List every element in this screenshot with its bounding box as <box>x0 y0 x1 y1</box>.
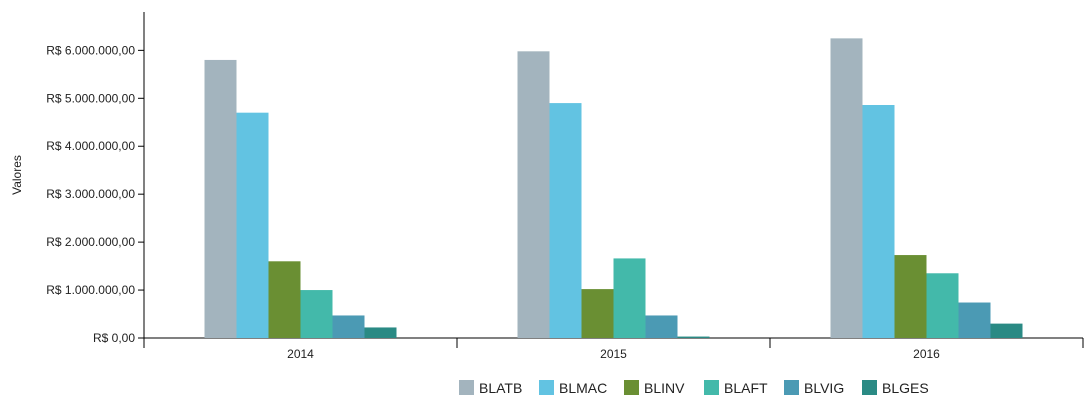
y-tick-label: R$ 1.000.000,00 <box>46 283 135 297</box>
bar-blvig-2015[interactable] <box>645 315 678 338</box>
x-tick-label: 2016 <box>913 347 940 361</box>
legend-item-blaft[interactable]: BLAFT <box>704 380 768 396</box>
y-tick-label: R$ 6.000.000,00 <box>46 43 135 57</box>
legend-label: BLINV <box>644 380 685 396</box>
legend-swatch <box>459 380 474 395</box>
y-tick-label: R$ 5.000.000,00 <box>46 91 135 105</box>
x-axis: 2014 2015 2016 <box>143 337 1084 361</box>
y-tick-label: R$ 0,00 <box>93 331 135 345</box>
bar-blinv-2014[interactable] <box>268 261 301 338</box>
legend-swatch <box>704 380 719 395</box>
bar-blmac-2014[interactable] <box>236 112 269 338</box>
legend-swatch <box>624 380 639 395</box>
legend-label: BLVIG <box>804 380 844 396</box>
legend-label: BLATB <box>479 380 522 396</box>
bars-group <box>204 38 1023 339</box>
bar-blaft-2015[interactable] <box>613 258 646 338</box>
bar-blges-2014[interactable] <box>364 327 397 338</box>
legend-label: BLGES <box>882 380 929 396</box>
legend-label: BLAFT <box>724 380 768 396</box>
legend-item-blatb[interactable]: BLATB <box>459 380 522 396</box>
x-tick-label: 2015 <box>600 347 627 361</box>
y-axis: R$ 0,00 R$ 1.000.000,00 R$ 2.000.000,00 R$ … <box>10 12 145 345</box>
bar-blatb-2015[interactable] <box>517 51 550 338</box>
x-tick-label: 2014 <box>287 347 314 361</box>
bar-blges-2016[interactable] <box>990 323 1023 338</box>
legend-swatch <box>539 380 554 395</box>
bar-blmac-2015[interactable] <box>549 103 582 339</box>
bar-blaft-2014[interactable] <box>300 290 333 338</box>
y-tick-label: R$ 2.000.000,00 <box>46 235 135 249</box>
legend-item-blinv[interactable]: BLINV <box>624 380 685 396</box>
legend-swatch <box>784 380 799 395</box>
bar-blatb-2016[interactable] <box>830 38 863 338</box>
legend-item-blges[interactable]: BLGES <box>862 380 929 396</box>
legend-swatch <box>862 380 877 395</box>
bar-blmac-2016[interactable] <box>862 105 895 338</box>
y-tick-label: R$ 4.000.000,00 <box>46 139 135 153</box>
bar-blvig-2014[interactable] <box>332 315 365 338</box>
legend-label: BLMAC <box>559 380 607 396</box>
y-tick-label: R$ 3.000.000,00 <box>46 187 135 201</box>
bar-blvig-2016[interactable] <box>958 302 991 338</box>
bar-blaft-2016[interactable] <box>926 273 959 338</box>
bar-blatb-2014[interactable] <box>204 59 237 339</box>
bar-blges-2015[interactable] <box>677 336 710 338</box>
bar-blinv-2016[interactable] <box>894 255 927 338</box>
legend-item-blmac[interactable]: BLMAC <box>539 380 607 396</box>
bar-blinv-2015[interactable] <box>581 289 614 338</box>
y-axis-title: Valores <box>10 155 24 195</box>
legend-item-blvig[interactable]: BLVIG <box>784 380 844 396</box>
legend: BLATB BLMAC BLINV BLAFT BLVIG BLGES <box>459 380 929 396</box>
